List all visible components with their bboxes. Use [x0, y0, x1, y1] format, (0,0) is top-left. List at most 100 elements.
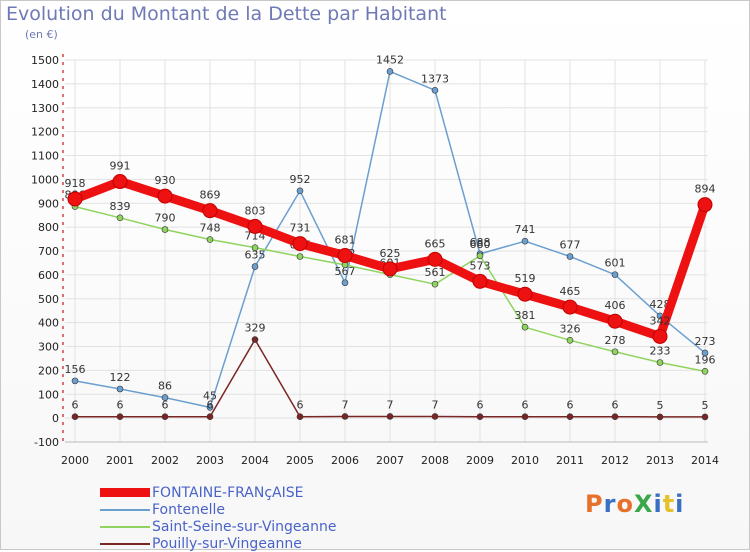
- x-tick-label: 2011: [556, 454, 584, 467]
- y-tick-label: 900: [38, 197, 59, 210]
- legend-swatch: [100, 525, 150, 528]
- x-tick-label: 2014: [691, 454, 719, 467]
- data-point: [652, 328, 668, 344]
- data-label: 7: [387, 398, 394, 411]
- legend: FONTAINE-FRANçAISE Fontenelle Saint-Seine-…: [100, 484, 336, 552]
- data-point: [701, 413, 709, 421]
- y-tick-label: 1200: [31, 126, 59, 139]
- data-label: 6: [72, 399, 79, 412]
- data-label: 680: [470, 238, 491, 251]
- data-label: 406: [605, 299, 626, 312]
- data-point: [202, 203, 218, 219]
- proxiti-logo: ProXiti: [585, 490, 685, 518]
- line-chart: -100 0 100 200 300 400 500 600 700 800 900 1000 1100…: [31, 53, 719, 467]
- legend-item: Fontenelle: [100, 501, 336, 518]
- data-point: [431, 87, 439, 94]
- data-label: 601: [605, 257, 626, 270]
- data-label: 930: [155, 174, 176, 187]
- data-point: [251, 244, 259, 251]
- data-point: [521, 323, 529, 331]
- data-label: 7: [432, 398, 439, 411]
- data-point: [206, 236, 214, 243]
- y-tick-label: 300: [38, 341, 59, 354]
- legend-item: Pouilly-sur-Vingeanne: [100, 535, 336, 552]
- data-label: 952: [290, 173, 311, 186]
- data-point: [656, 359, 664, 366]
- x-tick-label: 2007: [376, 454, 404, 467]
- data-label: 688: [470, 236, 491, 249]
- data-point: [607, 313, 623, 329]
- data-label: 6: [117, 399, 124, 412]
- legend-swatch: [100, 508, 150, 511]
- data-point: [247, 218, 263, 234]
- data-point: [517, 286, 533, 302]
- y-tick-label: 1300: [31, 102, 59, 115]
- data-label: 342: [650, 314, 671, 327]
- data-point: [341, 279, 349, 287]
- data-point: [656, 413, 664, 421]
- data-label: 869: [200, 189, 221, 202]
- data-point: [251, 263, 259, 270]
- data-point: [566, 413, 574, 420]
- x-tick-label: 2010: [511, 454, 539, 467]
- legend-label: Pouilly-sur-Vingeanne: [152, 535, 302, 552]
- legend-label: Fontenelle: [152, 501, 225, 518]
- data-point: [251, 336, 259, 343]
- data-point: [562, 299, 578, 315]
- x-tick-label: 2002: [151, 454, 179, 467]
- data-point: [67, 191, 83, 207]
- data-point: [386, 68, 394, 75]
- x-tick-label: 2009: [466, 454, 494, 467]
- y-tick-label: 100: [38, 388, 59, 401]
- data-label: 567: [335, 265, 356, 278]
- data-label: 326: [560, 322, 581, 335]
- data-label: 6: [522, 399, 529, 412]
- data-label: 196: [695, 353, 716, 366]
- y-tick-label: 0: [52, 412, 59, 425]
- data-label: 635: [245, 249, 266, 262]
- data-label: 894: [695, 183, 716, 196]
- x-tick-label: 2013: [646, 454, 674, 467]
- data-label: 278: [605, 334, 626, 347]
- x-tick-label: 2001: [106, 454, 134, 467]
- data-point: [116, 413, 124, 420]
- data-point: [296, 413, 304, 420]
- y-tick-label: 800: [38, 221, 59, 234]
- data-label: 6: [162, 399, 169, 412]
- chart-subtitle: (en €): [25, 28, 58, 41]
- data-point: [337, 248, 353, 264]
- data-label: 465: [560, 285, 581, 298]
- data-label: 991: [110, 160, 131, 173]
- data-point: [71, 377, 79, 385]
- data-point: [611, 348, 619, 356]
- y-tick-label: 1100: [31, 150, 59, 163]
- data-point: [521, 413, 529, 420]
- data-label: 273: [695, 335, 716, 348]
- data-label: 45: [203, 389, 217, 402]
- data-label: 6: [207, 399, 214, 412]
- data-point: [206, 404, 214, 411]
- data-point: [566, 336, 574, 344]
- data-label: 381: [515, 309, 536, 322]
- data-point: [161, 226, 169, 233]
- data-point: [701, 368, 709, 375]
- data-point: [472, 273, 488, 289]
- data-point: [566, 253, 574, 260]
- data-point: [161, 394, 169, 401]
- legend-label: Saint-Seine-sur-Vingeanne: [152, 518, 337, 535]
- data-point: [292, 236, 308, 252]
- data-label: 6: [477, 399, 484, 412]
- data-label: 573: [470, 259, 491, 272]
- data-label: 681: [335, 234, 356, 247]
- y-tick-label: 400: [38, 317, 59, 330]
- data-point: [476, 413, 484, 420]
- legend-item: Saint-Seine-sur-Vingeanne: [100, 518, 336, 535]
- chart-title: Evolution du Montant de la Dette par Hab…: [6, 3, 447, 25]
- y-tick-label: 1000: [31, 173, 59, 186]
- data-point: [71, 413, 79, 420]
- data-label: 839: [110, 200, 131, 213]
- data-label: 665: [425, 237, 446, 250]
- data-label: 918: [65, 177, 86, 190]
- data-label: 6: [567, 399, 574, 412]
- y-tick-label: 700: [38, 245, 59, 258]
